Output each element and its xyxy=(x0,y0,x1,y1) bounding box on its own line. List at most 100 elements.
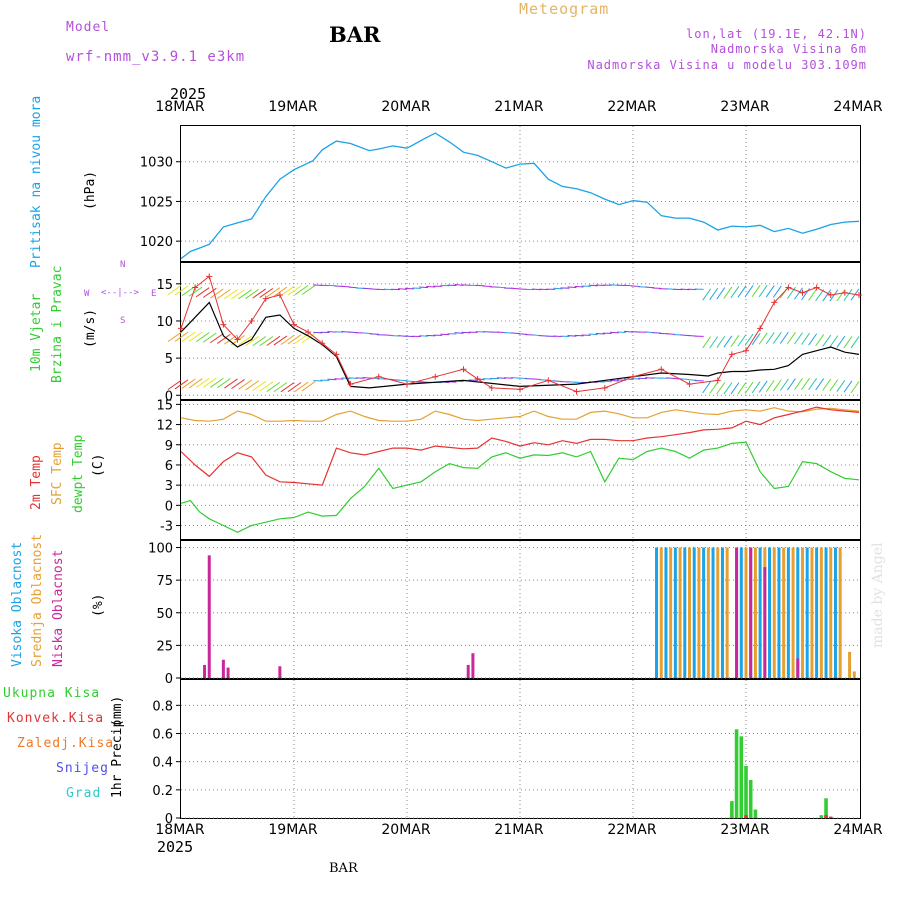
y-tick-label: 0.4 xyxy=(152,756,173,771)
wind-barb xyxy=(202,332,217,343)
mid-cloud-bar xyxy=(678,547,682,678)
wind-barb xyxy=(245,380,259,391)
y-tick-label: 3 xyxy=(165,479,173,494)
wind-barb xyxy=(786,378,796,391)
wind-barb xyxy=(405,287,415,290)
high-cloud-bar xyxy=(758,547,762,678)
wind-barb xyxy=(301,284,316,295)
wind-barb xyxy=(259,336,274,347)
gust-marker xyxy=(757,325,764,332)
low-cloud-bar xyxy=(278,666,282,678)
wind-barb xyxy=(167,285,182,296)
wind-barb xyxy=(273,286,288,297)
wind-barb xyxy=(245,288,259,299)
high-cloud-bar xyxy=(673,547,677,678)
wind-barb xyxy=(772,331,782,344)
gust-marker xyxy=(488,384,495,391)
mid-cloud-bar xyxy=(801,547,804,678)
date-label-20mar: 20MAR xyxy=(381,99,431,115)
gust-marker xyxy=(276,291,283,298)
gust-marker xyxy=(517,386,523,393)
mid-cloud-bar xyxy=(744,547,748,678)
low-cloud-bar xyxy=(221,659,225,678)
wind-barb xyxy=(808,378,818,391)
gust-marker xyxy=(771,299,778,306)
model-elevation-label: Nadmorska Visina u modelu 303.109m xyxy=(587,58,867,72)
gust-marker xyxy=(601,384,608,391)
mid-cloud-bar xyxy=(753,547,757,678)
mid-cloud-bar xyxy=(716,547,720,678)
wind-barb xyxy=(609,331,619,334)
date-label-21mar: 21MAR xyxy=(494,99,544,115)
wind-barb xyxy=(217,378,231,389)
wind-barb xyxy=(836,379,846,393)
wind-barb xyxy=(609,379,619,382)
date-label-23mar: 23MAR xyxy=(720,822,770,838)
wind-barb xyxy=(850,336,860,349)
wind-barb xyxy=(188,286,203,297)
high-cloud-bar xyxy=(833,547,837,678)
y-tick-label: 50 xyxy=(156,607,173,622)
y-tick-label: 15 xyxy=(156,398,173,413)
bottom-year: 2025 xyxy=(157,838,194,856)
wind-barb xyxy=(167,332,182,343)
low-cloud-ylabel: Niska Oblacnost xyxy=(51,549,66,667)
high-cloud-bar xyxy=(683,547,687,678)
wind-barb xyxy=(730,334,740,348)
wind-barb xyxy=(195,377,210,388)
wind-barb xyxy=(815,378,825,391)
wind-barb xyxy=(224,289,238,300)
precip-unit: (mm) xyxy=(110,695,125,727)
wind-barb xyxy=(209,333,224,344)
wind-barb xyxy=(231,379,245,390)
wind-barb xyxy=(231,289,245,300)
wind-barb xyxy=(454,332,464,334)
wind-barb xyxy=(808,333,818,346)
wind-barb xyxy=(188,378,203,389)
wind-barb xyxy=(836,335,846,348)
date-label-22mar: 22MAR xyxy=(607,822,657,838)
date-label-24mar: 24MAR xyxy=(833,822,883,838)
wind-barb xyxy=(259,381,274,392)
mid-cloud-bar xyxy=(659,547,663,678)
dewpt-line xyxy=(180,441,860,533)
station-title: BAR xyxy=(329,22,381,47)
wind-barb xyxy=(801,332,810,345)
gust-marker xyxy=(432,373,439,380)
wind-barb xyxy=(174,285,189,296)
wind-barb xyxy=(702,336,712,349)
y-tick-label: 10 xyxy=(156,315,173,330)
wind-barb xyxy=(440,284,450,287)
wind-barb xyxy=(772,285,782,298)
wind-barb xyxy=(588,333,598,336)
wind-barb xyxy=(553,287,563,290)
wind-barb xyxy=(758,285,768,298)
wind-panel: 0 5 10 15 xyxy=(156,262,862,404)
wind-barb xyxy=(737,285,747,298)
mid-cloud-bar xyxy=(688,547,691,678)
wind-barb xyxy=(252,288,267,299)
gust-marker xyxy=(262,295,269,302)
legend-snow: Snijeg xyxy=(56,761,109,776)
gust-marker xyxy=(573,388,580,395)
legend-total-rain: Ukupna Kisa xyxy=(3,686,101,701)
wind-barb xyxy=(843,336,853,349)
wind-barb xyxy=(287,285,302,296)
compass-south: S xyxy=(120,316,126,326)
wind-barb xyxy=(702,288,712,301)
low-cloud-bar xyxy=(471,653,475,678)
legend-freezing-rain: Zaledj.Kisa xyxy=(17,736,115,751)
date-label-19mar: 19MAR xyxy=(268,822,318,838)
date-label-21mar: 21MAR xyxy=(494,822,544,838)
y-tick-label: 0 xyxy=(165,389,173,404)
gust-marker xyxy=(248,317,255,324)
precip-ylabel: 1hr Precip xyxy=(110,719,125,798)
wind-barb xyxy=(794,287,803,300)
wind-barb xyxy=(252,336,267,347)
meteogram-title: Meteogram xyxy=(519,0,610,18)
wind-barb xyxy=(245,335,259,346)
wind-barb xyxy=(174,331,189,342)
wind-barb xyxy=(737,382,747,395)
y-tick-label: 25 xyxy=(156,639,173,654)
